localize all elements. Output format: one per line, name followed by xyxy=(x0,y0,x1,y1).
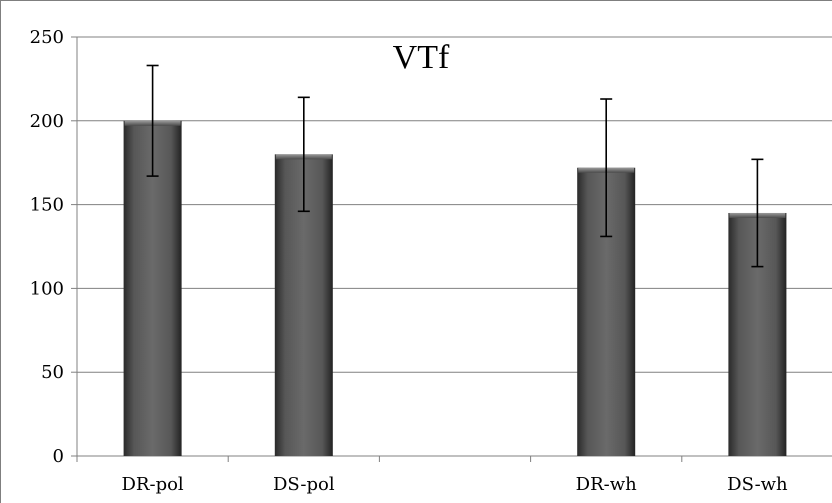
chart-title: VTf xyxy=(393,39,450,76)
y-tick-label: 0 xyxy=(53,446,64,467)
gridlines xyxy=(77,36,832,373)
x-tick-label: DS-pol xyxy=(273,474,335,495)
error-bars xyxy=(146,64,764,268)
y-tick-label: 100 xyxy=(30,278,64,299)
bars xyxy=(123,120,787,457)
tick-labels: 0 50 100 150 200 250 DR-pol DS-pol DR-wh DS-wh xyxy=(30,27,788,495)
y-tick-label: 250 xyxy=(30,27,64,48)
y-tick-label: 150 xyxy=(30,195,64,216)
y-tick-label: 50 xyxy=(41,362,64,383)
y-tick-label: 200 xyxy=(30,111,64,132)
x-tick-label: DR-wh xyxy=(576,474,637,495)
x-tick-label: DS-wh xyxy=(727,474,788,495)
x-tick-label: DR-pol xyxy=(122,474,184,495)
axes xyxy=(71,36,832,462)
